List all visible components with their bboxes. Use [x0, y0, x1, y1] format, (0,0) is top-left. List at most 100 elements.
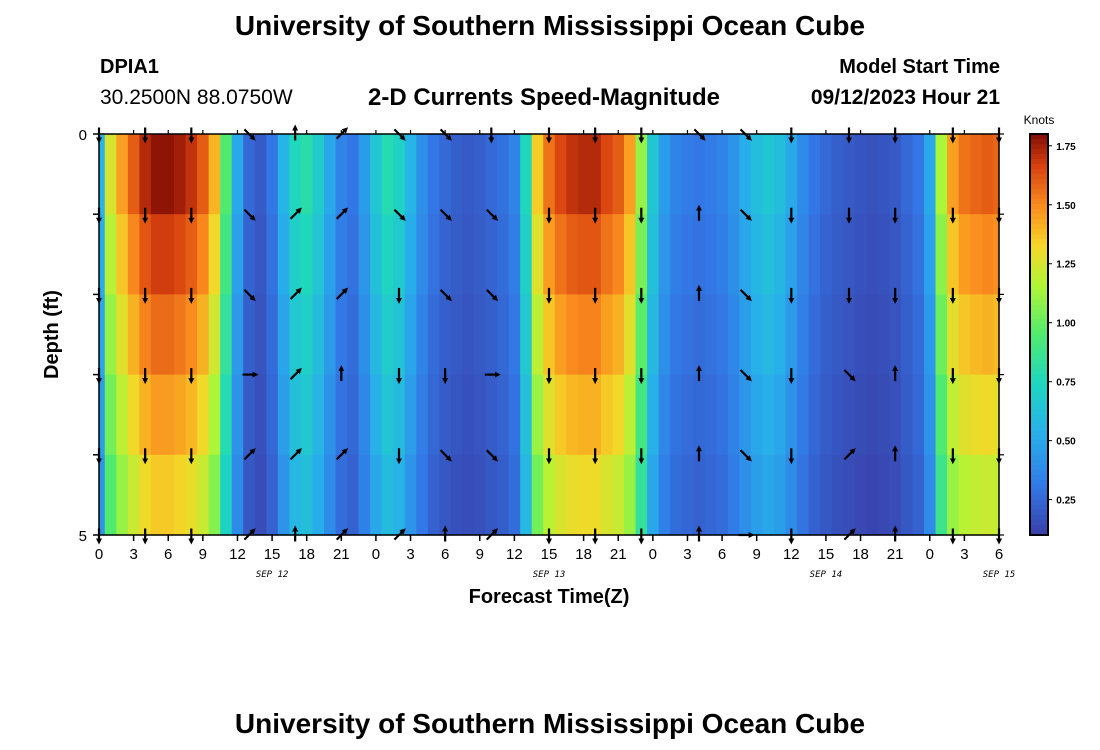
heatmap-cell — [600, 454, 614, 536]
plot-subtitle: 2-D Currents Speed-Magnitude — [368, 84, 721, 111]
heatmap-cell — [785, 374, 798, 456]
heatmap-cell — [99, 214, 106, 295]
heatmap-cell — [612, 134, 625, 215]
heatmap-cell — [681, 454, 694, 536]
colorbar-segment — [1030, 219, 1048, 225]
heatmap-cell — [624, 214, 637, 295]
colorbar-segment — [1030, 179, 1048, 185]
heatmap-cell — [450, 454, 464, 536]
heatmap-cell — [831, 294, 844, 376]
heatmap-cell — [220, 294, 233, 376]
heatmap-cell — [104, 134, 117, 215]
colorbar-segment — [1030, 479, 1048, 486]
day-label: SEP 15 — [983, 570, 1016, 580]
colorbar-segment — [1030, 294, 1048, 301]
heatmap-cell — [104, 214, 117, 295]
heatmap-cell — [300, 294, 314, 376]
heatmap-cell — [739, 454, 752, 536]
heatmap-cell — [589, 134, 602, 215]
heatmap-cell — [439, 134, 452, 215]
heatmap-cell — [185, 134, 198, 215]
current-arrow — [485, 449, 499, 462]
heatmap-cell — [924, 374, 937, 456]
heatmap-cell — [900, 454, 914, 536]
heatmap-cell — [693, 294, 706, 376]
heatmap-cell — [347, 214, 360, 295]
heatmap-cell — [277, 294, 290, 376]
heatmap-cell — [531, 294, 544, 376]
heatmap-cell — [693, 134, 706, 215]
heatmap-cell — [324, 374, 337, 456]
colorbar-segment — [1030, 504, 1048, 511]
x-tick-label: 12 — [229, 546, 246, 563]
heatmap-cell — [785, 214, 798, 295]
heatmap-cell — [820, 454, 833, 536]
colorbar-segment — [1030, 509, 1048, 516]
heatmap-cell — [612, 454, 625, 536]
heatmap-cell — [543, 214, 556, 295]
heatmap-cell — [981, 214, 994, 295]
current-arrow — [739, 208, 752, 221]
colorbar-segment — [1030, 394, 1048, 401]
colorbar-segment — [1030, 134, 1048, 140]
colorbar-segment — [1030, 454, 1048, 461]
heatmap-cell — [358, 214, 371, 295]
heatmap-cell — [254, 454, 267, 536]
heatmap-cell — [220, 454, 233, 536]
heatmap-cell — [289, 294, 302, 376]
heatmap-cell — [900, 374, 914, 456]
x-tick-label: 3 — [406, 546, 414, 563]
heatmap-cell — [324, 454, 337, 536]
colorbar-segment — [1030, 404, 1048, 411]
colorbar-segment — [1030, 159, 1048, 165]
heatmap-cell — [716, 294, 729, 376]
heatmap-cell — [762, 454, 775, 536]
current-arrow — [335, 207, 349, 220]
x-tick-label: 6 — [718, 546, 726, 563]
heatmap-cell — [889, 454, 902, 536]
heatmap-cell — [820, 214, 833, 295]
day-labels: SEP 12 SEP 13 SEP 14 SEP 15 — [256, 570, 1015, 580]
heatmap-cell — [277, 134, 290, 215]
heatmap-cell — [127, 294, 140, 376]
heatmap-cell — [889, 214, 902, 295]
heatmap-cell — [358, 454, 371, 536]
heatmap-cell — [981, 374, 994, 456]
heatmap-cell — [427, 214, 440, 295]
heatmap-cell — [531, 454, 544, 536]
heatmap-cell — [947, 374, 960, 456]
heatmap-cell — [439, 374, 452, 456]
heatmap-cell — [958, 454, 971, 536]
colorbar-segment — [1030, 494, 1048, 501]
heatmap-cell — [416, 214, 429, 295]
heatmap-cell — [912, 374, 925, 456]
heatmap-cell — [185, 454, 198, 536]
heatmap-cell — [254, 294, 267, 376]
heatmap-cell — [797, 374, 810, 456]
colorbar-segment — [1030, 464, 1048, 471]
current-arrow — [739, 369, 752, 382]
heatmap-cell — [393, 294, 406, 376]
heatmap-cell — [127, 454, 140, 536]
colorbar-segment — [1030, 244, 1048, 250]
heatmap-cell — [404, 294, 417, 376]
heatmap-cell — [739, 294, 752, 376]
heatmap-cell — [854, 454, 867, 536]
colorbar-segment — [1030, 194, 1048, 200]
station-coordinates: 30.2500N 88.0750W — [100, 86, 293, 109]
colorbar-segment — [1030, 164, 1048, 170]
colorbar-segment — [1030, 399, 1048, 406]
y-tick-label: 0 — [79, 127, 87, 144]
x-tick-label: 6 — [441, 546, 449, 563]
heatmap-cell — [150, 134, 164, 215]
heatmap-cell — [647, 374, 660, 456]
heatmap-cell — [727, 214, 740, 295]
heatmap-cell — [981, 134, 994, 215]
heatmap-cell — [843, 134, 856, 215]
heatmap-cell — [877, 134, 890, 215]
heatmap-cell — [324, 214, 337, 295]
heatmap-cell — [716, 454, 729, 536]
x-tick-label: 12 — [506, 546, 523, 563]
heatmap-cell — [104, 374, 117, 456]
heatmap-cell — [889, 134, 902, 215]
